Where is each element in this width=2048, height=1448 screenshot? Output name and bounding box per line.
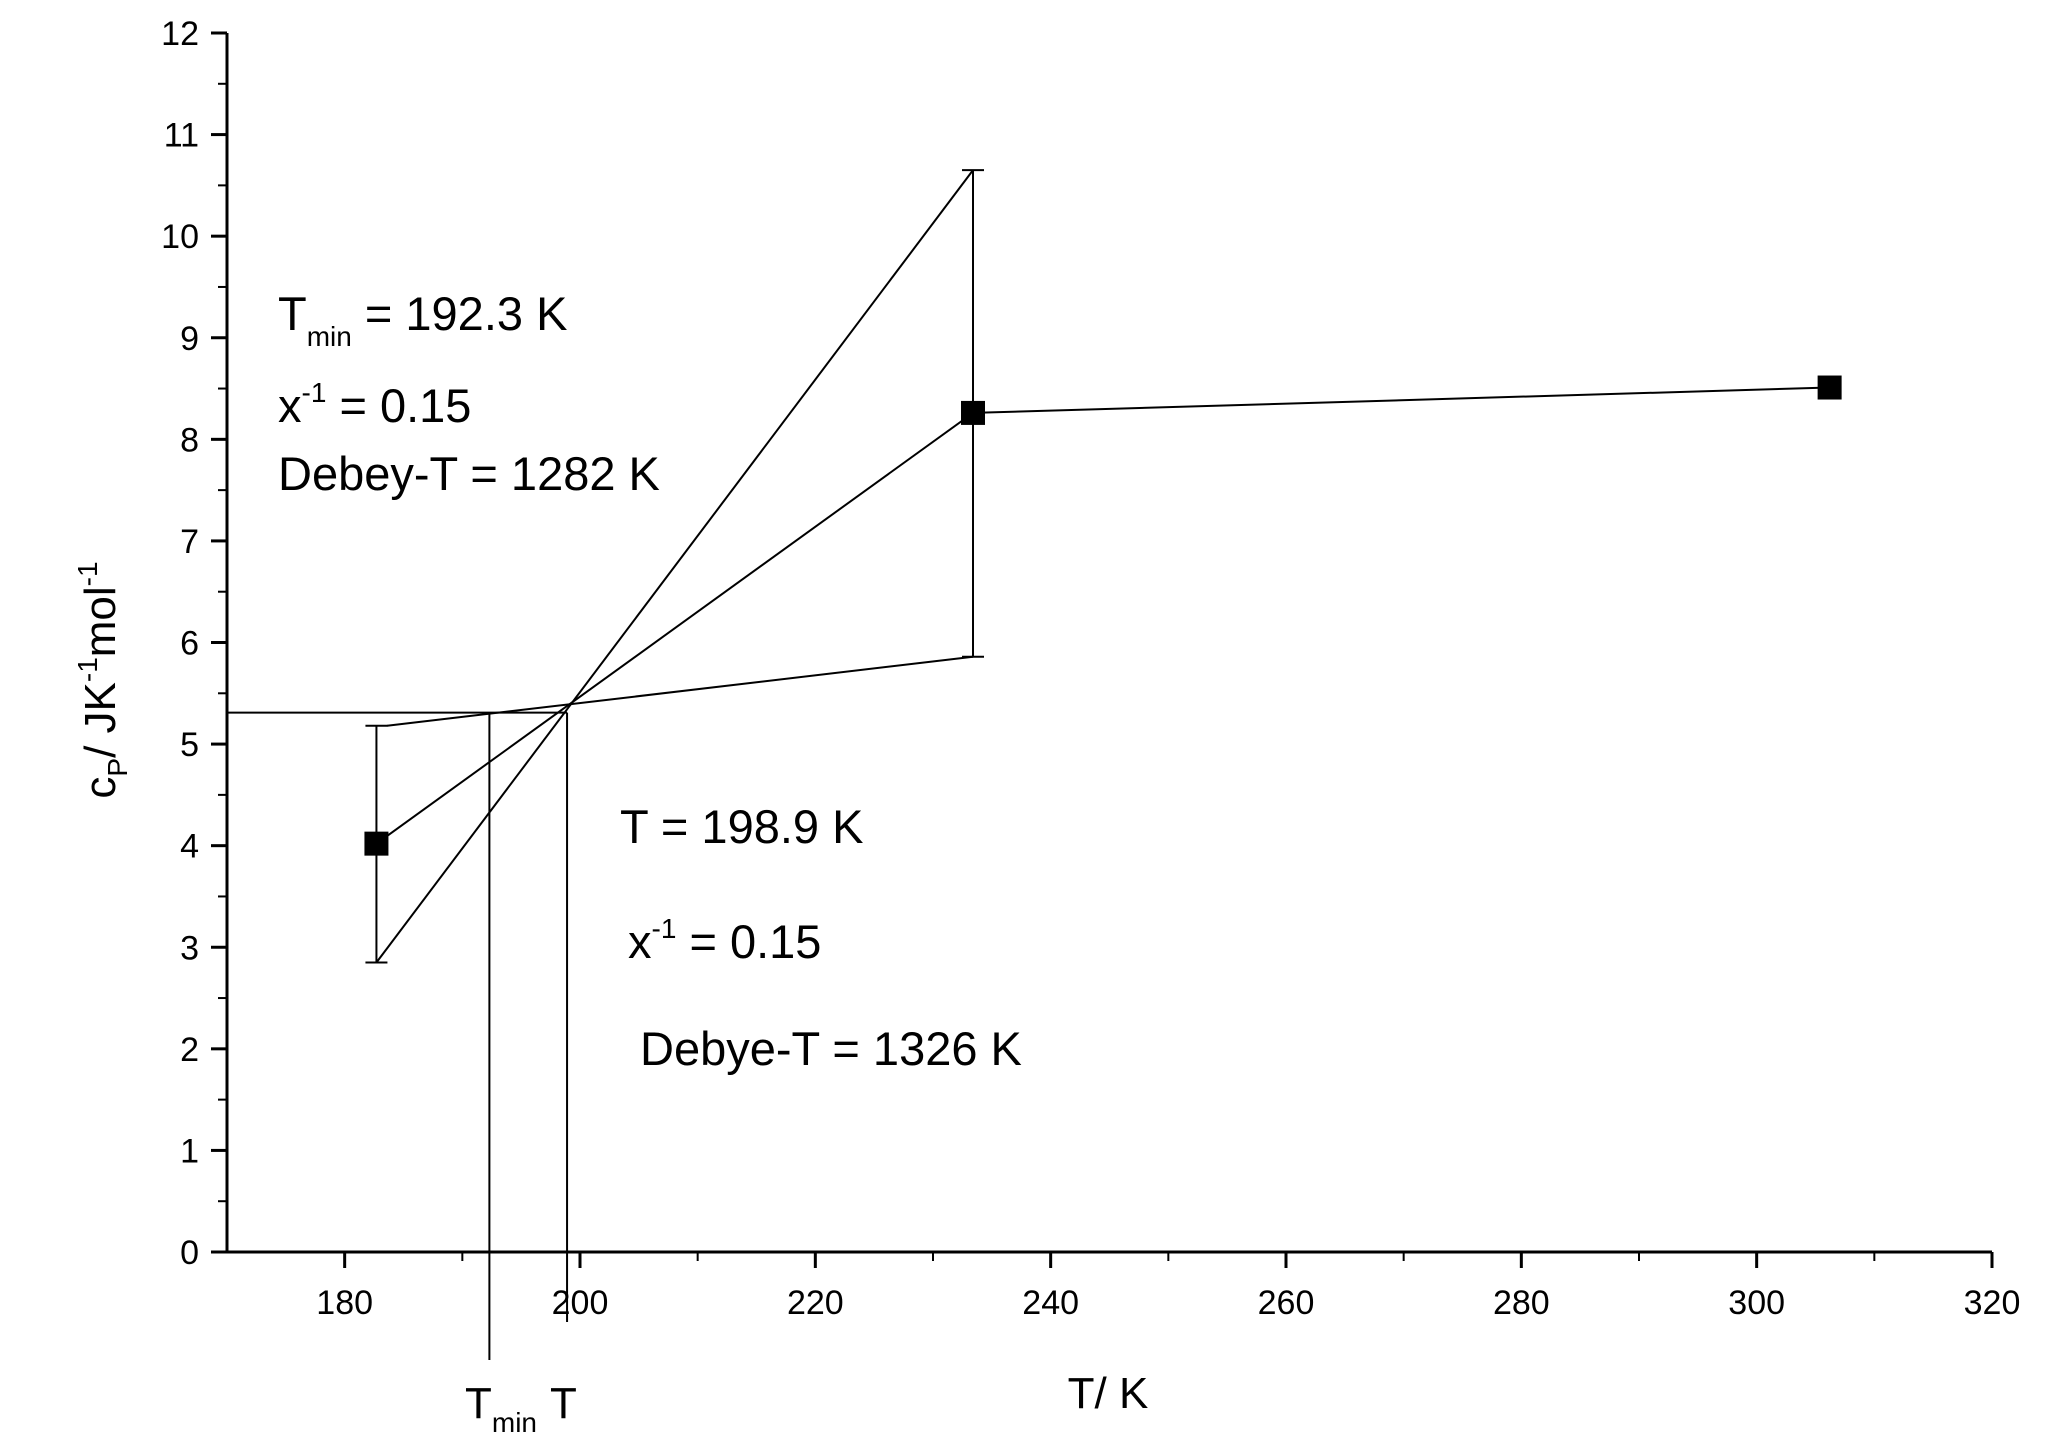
x-axis-title: T/ K bbox=[1068, 1369, 1149, 1418]
y-tick-label: 5 bbox=[180, 726, 199, 764]
x-tick-label: 260 bbox=[1258, 1284, 1315, 1322]
data-point bbox=[961, 400, 986, 425]
y-tick-label: 4 bbox=[180, 828, 199, 866]
y-tick-label: 8 bbox=[180, 421, 199, 459]
y-tick-label: 7 bbox=[180, 523, 199, 561]
construction-lines bbox=[375, 169, 1830, 964]
y-tick-label: 10 bbox=[161, 218, 199, 256]
y-tick-label: 3 bbox=[180, 929, 199, 967]
annotation-lower-debye: Debye-T = 1326 K bbox=[640, 1022, 1022, 1075]
y-tick-label: 6 bbox=[180, 625, 199, 663]
y-tick-label: 11 bbox=[164, 117, 199, 155]
y-tick-label: 12 bbox=[161, 15, 199, 53]
data-point bbox=[364, 831, 389, 856]
y-tick-label: 1 bbox=[180, 1132, 199, 1170]
annotation-upper-tmin: Tmin = 192.3 K bbox=[278, 287, 567, 352]
construction-line bbox=[386, 655, 974, 727]
x-tick-label: 300 bbox=[1728, 1284, 1785, 1322]
y-axis-title: cP/ JK-1mol-1 bbox=[72, 561, 133, 798]
y-tick-label: 0 bbox=[180, 1234, 199, 1272]
t-axis-marker: T bbox=[550, 1379, 577, 1428]
x-tick-label: 180 bbox=[316, 1284, 373, 1322]
x-tick-label: 220 bbox=[787, 1284, 844, 1322]
annotation-lower-x: x-1 = 0.15 bbox=[628, 913, 821, 968]
reference-lines bbox=[227, 711, 569, 1360]
x-tick-label: 280 bbox=[1493, 1284, 1550, 1322]
annotation-upper-debye: Debey-T = 1282 K bbox=[278, 447, 660, 500]
construction-line bbox=[972, 386, 1830, 414]
y-tick-label: 9 bbox=[180, 320, 199, 358]
x-tick-label: 320 bbox=[1964, 1284, 2021, 1322]
tmin-axis-marker: Tmin bbox=[465, 1379, 537, 1438]
data-point bbox=[1817, 375, 1842, 400]
annotation-upper-x: x-1 = 0.15 bbox=[278, 377, 471, 432]
construction-line bbox=[375, 169, 974, 964]
annotation-lower-t: T = 198.9 K bbox=[620, 800, 863, 853]
construction-line bbox=[375, 412, 974, 845]
data-points bbox=[364, 169, 1842, 964]
x-tick-label: 240 bbox=[1022, 1284, 1079, 1322]
x-tick-label: 200 bbox=[552, 1284, 609, 1322]
annotation-lower: T = 198.9 K x-1 = 0.15 Debye-T = 1326 K bbox=[620, 800, 1022, 1075]
annotation-upper: Tmin = 192.3 K x-1 = 0.15 Debey-T = 1282… bbox=[278, 287, 660, 500]
y-tick-label: 2 bbox=[180, 1031, 199, 1069]
